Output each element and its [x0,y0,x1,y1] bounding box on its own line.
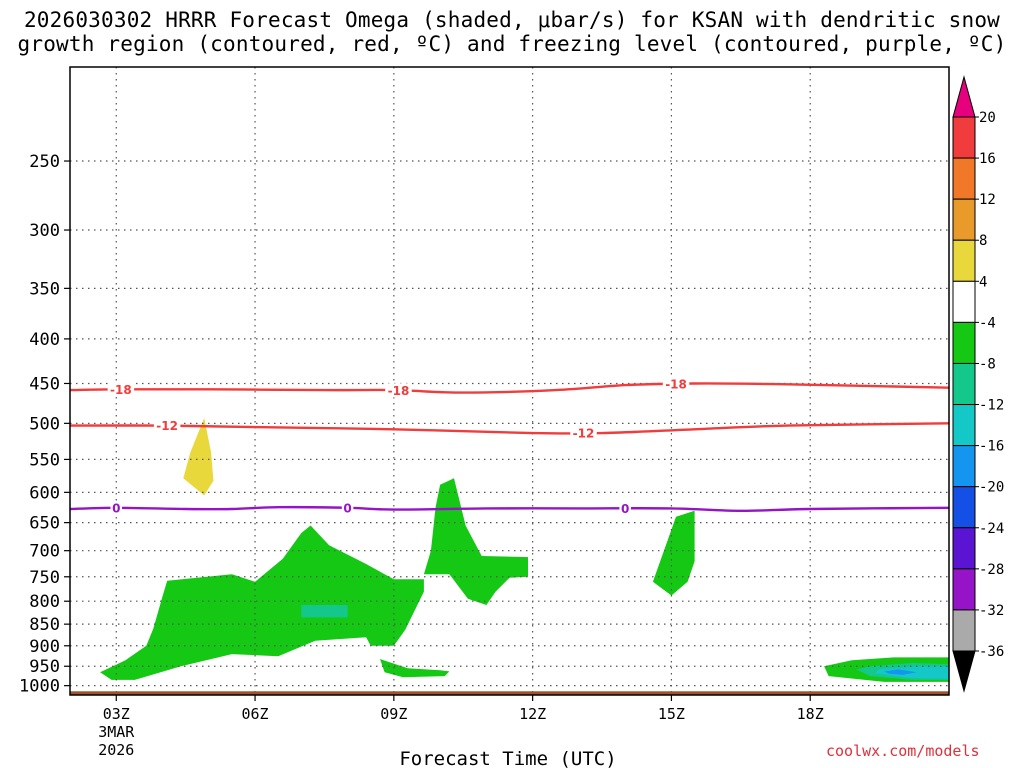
contour-label: 0 [343,501,351,515]
colorbar-label: -20 [979,480,1004,496]
contour-label-bg [107,382,135,397]
y-tick-label: 600 [29,483,60,503]
contour-line [70,422,949,435]
y-tick-label: 350 [29,279,60,299]
contour-label: -12 [156,419,178,433]
omega-region [380,659,450,678]
colorbar-segment [952,280,976,323]
y-tick-label: 900 [29,637,60,657]
contour-label: -18 [388,384,410,398]
y-tick-label: 450 [29,374,60,394]
x-axis-label: Forecast Time (UTC) [399,748,616,768]
y-tick-label: 300 [29,221,60,241]
y-tick-label: 250 [29,152,60,172]
x-date-label: 3MAR [98,723,135,741]
colorbar-label: 4 [979,274,987,290]
colorbar-label: -28 [979,562,1004,578]
x-tick-label: 03Z [103,705,130,723]
contour-label-bg [662,376,690,391]
colorbar-segment [952,445,976,488]
contour-label-bg [110,500,123,515]
colorbar-segment [952,404,976,447]
colorbar-segment [952,609,976,652]
contour-label-bg [619,501,631,516]
colorbar-label: 20 [979,110,996,126]
colorbar-segment [952,527,976,570]
colorbar-label: 12 [979,192,996,208]
x-tick-label: 18Z [797,705,824,723]
contour-label: -18 [665,377,687,391]
x-tick-label: 12Z [519,705,546,723]
x-tick-label: 15Z [658,705,685,723]
chart-title-line1: 2026030302 HRRR Forecast Omega (shaded, … [23,8,1001,32]
contour-line [70,505,949,513]
y-axis: 2503003504004505005506006507007508008509… [19,152,70,697]
omega-region [183,418,214,496]
colorbar-upper-arrow [952,75,976,118]
x-tick-label: 06Z [242,705,269,723]
colorbar-label: -12 [979,398,1004,414]
ground-fill [70,691,949,695]
contour-label-bg [385,383,412,398]
omega-region [652,510,695,596]
y-tick-label: 400 [29,330,60,350]
plot-frame [69,66,950,696]
contour-label-bg [570,426,597,441]
colorbar-label: 8 [979,233,987,249]
colorbar-label: -4 [979,315,996,331]
gridlines [70,67,949,695]
colorbar-label: 16 [979,151,996,167]
omega-region [100,525,424,680]
y-tick-label: 850 [29,615,60,635]
colorbar-label: -8 [979,356,996,372]
colorbar-segment [952,198,976,241]
contour-label-bg [341,500,354,515]
chart-title-line2: growth region (contoured, red, ºC) and f… [17,32,1007,56]
contour-label: 0 [112,501,120,515]
x-date-label: 2026 [98,741,134,759]
colorbar-segment [952,568,976,611]
source-credit[interactable]: coolwx.com/models [826,742,980,760]
contour-label: -12 [573,427,595,441]
colorbar-segment [952,362,976,406]
y-tick-label: 700 [29,542,60,562]
contours: -18 -18 -18 -12 -12 0 0 0 [70,376,949,516]
colorbar-segment [952,486,976,529]
y-tick-label: 1000 [19,677,60,697]
colorbar-label: -24 [979,521,1004,537]
omega-region [301,605,348,618]
colorbar-label: -36 [979,644,1004,660]
y-tick-label: 650 [29,514,60,534]
contour-label: 0 [621,502,629,516]
y-tick-label: 550 [29,450,60,470]
colorbar: 20 16 12 8 4 -4 -8 -12 -16 -20 -24 -28 -32 -36 [952,75,1004,693]
contour-label: -18 [110,383,132,397]
y-tick-label: 750 [29,568,60,588]
colorbar-segment [952,116,976,159]
colorbar-segment [952,321,976,364]
colorbar-segment [952,157,976,200]
colorbar-segment [952,239,976,282]
y-tick-label: 500 [29,414,60,434]
contour-line [70,382,949,394]
y-tick-label: 800 [29,592,60,612]
contour-label-bg [153,418,181,433]
x-tick-label: 09Z [380,705,407,723]
omega-region [884,669,917,675]
terrain [70,691,949,695]
colorbar-lower-arrow [952,650,976,693]
colorbar-label: -32 [979,603,1004,619]
colorbar-label: -16 [979,439,1004,455]
y-tick-label: 950 [29,657,60,677]
